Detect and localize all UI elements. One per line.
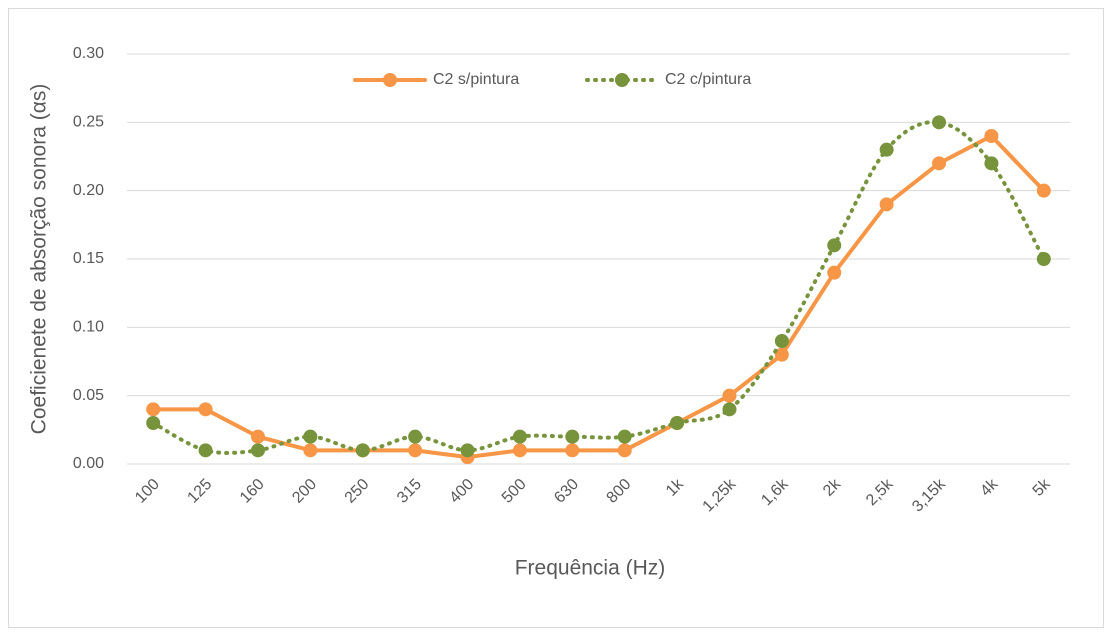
x-axis-label: Frequência (Hz) [515, 557, 666, 580]
data-point [932, 115, 947, 130]
data-point [722, 388, 737, 403]
data-point [198, 402, 213, 417]
data-point [774, 334, 789, 348]
data-point [984, 156, 999, 171]
y-tick-label: 0.15 [73, 250, 104, 267]
data-point [303, 429, 318, 444]
data-point [355, 443, 370, 458]
data-point [146, 416, 161, 430]
data-point [512, 443, 527, 458]
data-point [984, 129, 999, 143]
data-point [565, 429, 580, 444]
y-tick-label: 0.25 [73, 114, 104, 131]
data-point [670, 416, 685, 430]
legend-item: C2 s/pintura [353, 71, 519, 88]
legend-marker [615, 73, 629, 87]
data-point [198, 443, 213, 458]
data-point [408, 443, 423, 458]
y-tick-label: 0.00 [73, 455, 104, 472]
data-point [250, 443, 265, 458]
y-tick-label: 0.30 [73, 45, 104, 62]
data-point [1036, 183, 1051, 198]
data-point [827, 265, 842, 280]
data-point [460, 443, 475, 458]
data-point [879, 142, 894, 157]
legend-marker [383, 73, 397, 87]
data-point [932, 156, 947, 171]
series-line [151, 134, 1046, 460]
legend-label: C2 c/pintura [665, 71, 751, 88]
data-point [303, 443, 318, 458]
data-point [617, 429, 632, 444]
y-tick-label: 0.05 [73, 387, 104, 404]
y-tick-label: 0.10 [73, 319, 104, 336]
y-tick-label: 0.20 [73, 182, 104, 199]
y-axis-label: Coeficienete de absorção sonora (αs) [28, 84, 51, 435]
data-point [879, 197, 894, 212]
data-point [146, 402, 161, 417]
data-point [565, 443, 580, 458]
data-point [722, 402, 737, 417]
data-point [408, 429, 423, 444]
data-point [774, 347, 789, 362]
data-point [250, 429, 265, 444]
data-point [512, 429, 527, 444]
data-point [1036, 252, 1051, 266]
legend-item: C2 c/pintura [585, 71, 751, 88]
legend-label: C2 s/pintura [433, 71, 519, 88]
data-point [827, 238, 842, 253]
data-point [617, 443, 632, 458]
chart-border [8, 8, 1104, 628]
